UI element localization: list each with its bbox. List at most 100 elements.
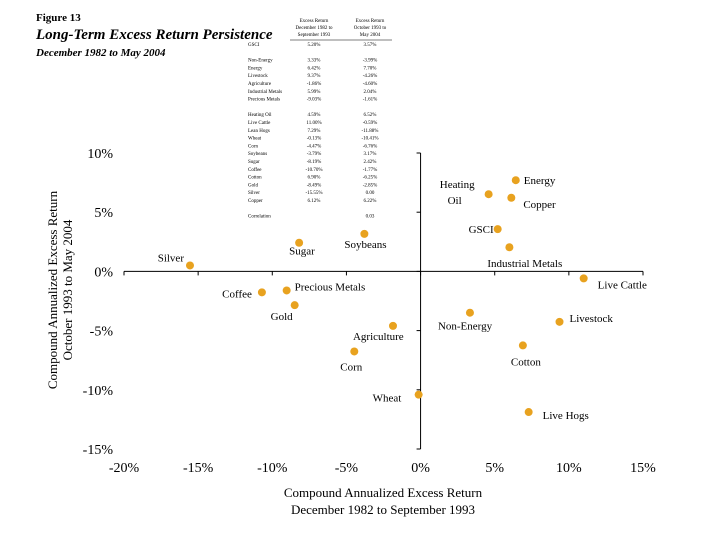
y-tick-label: -5% xyxy=(90,325,114,340)
point-label-precious-metals: Precious Metals xyxy=(295,281,366,293)
x-axis-title-line2: December 1982 to September 1993 xyxy=(291,502,475,517)
x-tick-label: 5% xyxy=(485,461,504,476)
table-cell: -2.85% xyxy=(363,183,378,188)
table-row-name: Corn xyxy=(248,144,259,149)
table-cell: 6.42% xyxy=(308,66,321,71)
x-tick-label: 15% xyxy=(630,461,656,476)
table-row-name: Wheat xyxy=(248,137,262,142)
x-tick-label: -10% xyxy=(257,461,288,476)
table-cell: -10.41% xyxy=(361,137,378,142)
point-gsci xyxy=(493,225,502,234)
point-label-heating-oil: Heating xyxy=(440,179,475,191)
table-cell: -8.19% xyxy=(307,160,322,165)
point-label-live-hogs: Live Hogs xyxy=(543,410,589,422)
table-header-col1: Excess Return xyxy=(300,19,329,24)
figure-label: Figure 13 xyxy=(36,12,81,24)
point-label-agriculture: Agriculture xyxy=(353,331,404,343)
table-cell: 2.04% xyxy=(364,90,377,95)
table-cell: -0.59% xyxy=(363,121,378,126)
table-row-name: Heating Oil xyxy=(248,113,272,118)
table-row-name: Gold xyxy=(248,183,259,188)
point-soybeans xyxy=(360,229,369,238)
point-non-energy xyxy=(465,308,474,317)
y-tick-label: -15% xyxy=(83,443,114,458)
point-label-non-energy: Non-Energy xyxy=(438,321,493,333)
point-label-gold: Gold xyxy=(271,311,294,323)
table-cell: -15.55% xyxy=(305,191,322,196)
point-label-energy: Energy xyxy=(524,175,556,187)
table-row-name: Soybeans xyxy=(248,152,267,157)
table-cell: -1.86% xyxy=(307,82,322,87)
table-cell: -11.88% xyxy=(362,129,379,134)
point-agriculture xyxy=(388,321,397,330)
table-cell: 4.59% xyxy=(308,113,321,118)
table-row-name: Live Cattle xyxy=(248,121,271,126)
table-header-col2: October 1993 to xyxy=(354,26,387,31)
point-livestock xyxy=(555,317,564,326)
point-label-sugar: Sugar xyxy=(289,246,315,258)
table-cell: 6.12% xyxy=(308,199,321,204)
point-copper xyxy=(507,193,516,202)
point-wheat xyxy=(414,390,423,399)
y-axis-title-line2: October 1993 to May 2004 xyxy=(60,219,75,360)
point-label-copper: Copper xyxy=(523,199,556,211)
table-header-col1: December 1982 to xyxy=(296,26,333,31)
point-coffee xyxy=(257,288,266,297)
table-cell: 7.29% xyxy=(308,129,321,134)
table-row-name: Precious Metals xyxy=(248,98,280,103)
table-cell: -4.26% xyxy=(363,74,378,79)
table-cell: 5.99% xyxy=(308,90,321,95)
table-cell: -8.49% xyxy=(307,183,322,188)
table-cell: 0.03 xyxy=(366,215,375,220)
point-label-wheat: Wheat xyxy=(373,393,402,405)
point-label-cotton: Cotton xyxy=(511,356,541,368)
table-header-col2: Excess Return xyxy=(356,19,385,24)
point-label-soybeans: Soybeans xyxy=(344,239,386,251)
table-cell: 2.42% xyxy=(364,160,377,165)
table-row-name: Lean Hogs xyxy=(248,129,270,134)
point-label-industrial-metals: Industrial Metals xyxy=(487,258,562,270)
point-sugar xyxy=(295,238,304,247)
table-cell: -0.13% xyxy=(307,137,322,142)
data-points xyxy=(185,176,588,417)
chart-title: Long-Term Excess Return Persistence xyxy=(36,27,273,43)
x-tick-label: 10% xyxy=(556,461,582,476)
table-row-name: Copper xyxy=(248,199,263,204)
table-cell: -10.70% xyxy=(305,168,322,173)
table-cell: -6.25% xyxy=(363,176,378,181)
x-tick-label: 0% xyxy=(411,461,430,476)
point-label-heating-oil-line2: Oil xyxy=(448,195,462,207)
point-precious-metals xyxy=(282,286,291,295)
table-row-name: Silver xyxy=(248,191,260,196)
point-label-live-cattle: Live Cattle xyxy=(598,279,647,291)
table-cell: -1.77% xyxy=(363,168,378,173)
table-cell: 11.00% xyxy=(306,121,321,126)
table-cell: -9.03% xyxy=(307,98,322,103)
point-heating-oil xyxy=(484,190,493,199)
y-tick-label: 10% xyxy=(87,147,113,162)
point-label-corn: Corn xyxy=(340,361,363,373)
table-row-name: Coffee xyxy=(248,168,262,173)
table-cell: -3.99% xyxy=(363,59,378,64)
table-row-name: Livestock xyxy=(248,74,268,79)
table-cell: 6.22% xyxy=(364,199,377,204)
table-cell: -4.60% xyxy=(363,82,378,87)
table-row-name: Sugar xyxy=(248,160,260,165)
point-energy xyxy=(511,176,520,185)
y-axis-title: Compound Annualized Excess Return xyxy=(45,190,60,389)
point-gold xyxy=(290,301,299,310)
x-tick-label: -15% xyxy=(183,461,214,476)
point-labels: Energy Copper Heating Oil GSCI Industrial Met… xyxy=(158,175,647,422)
axes: 10% 5% 0% -5% -10% -15% -20% -15% -10% -5% 0% 5% 10%… xyxy=(45,147,656,517)
x-axis-title: Compound Annualized Excess Return xyxy=(284,485,483,500)
point-industrial-metals xyxy=(505,243,514,252)
table-cell: 5.20% xyxy=(308,43,321,48)
table-row-name: Non-Energy xyxy=(248,59,273,64)
table-cell: -3.79% xyxy=(307,152,322,157)
table-row-name: GSCI xyxy=(248,43,260,48)
point-corn xyxy=(350,347,359,356)
table-cell: 3.57% xyxy=(364,43,377,48)
table-cell: 3.33% xyxy=(308,59,321,64)
table-header-col2: May 2004 xyxy=(360,33,381,38)
